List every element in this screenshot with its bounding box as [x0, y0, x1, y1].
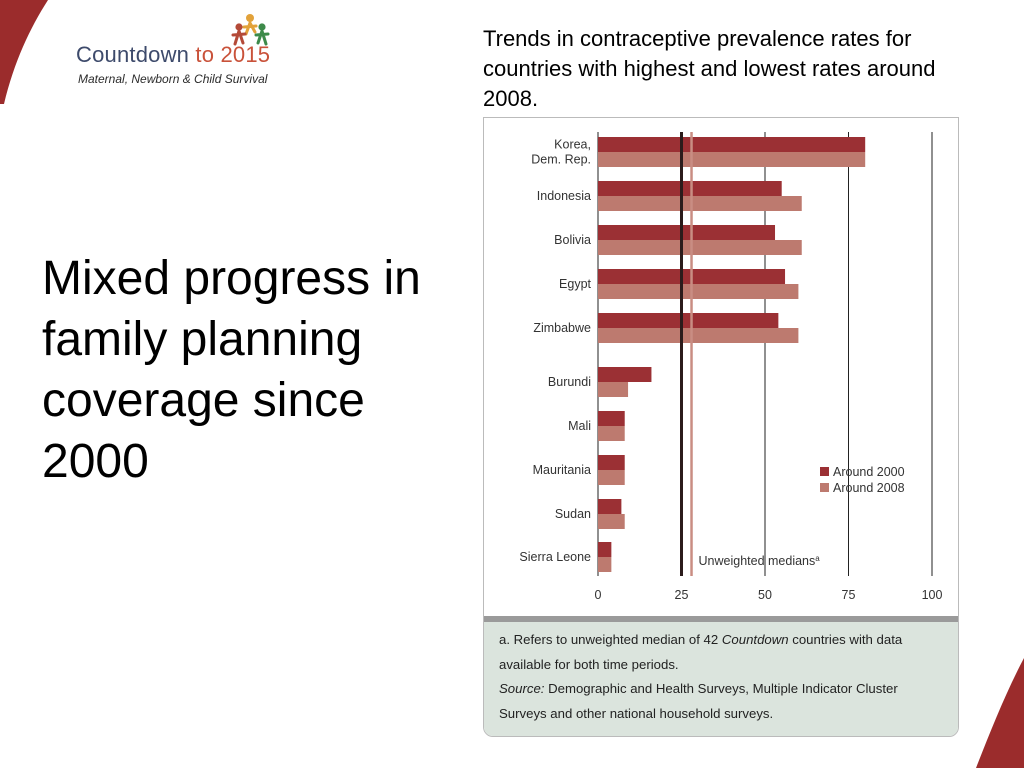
bar	[598, 499, 622, 514]
slide-title: Mixed progress in family planning covera…	[42, 252, 421, 488]
legend-label: Around 2000	[833, 465, 905, 479]
category-label: Sudan	[555, 507, 591, 521]
x-tick-label: 25	[675, 588, 689, 602]
bar	[598, 426, 625, 441]
chart-panel: Korea, Dem. Rep. Indonesia Bolivia Egypt Zimb…	[483, 117, 959, 737]
logo-wordmark: Countdown to 2015	[76, 42, 271, 67]
category-label: Zimbabwe	[533, 321, 591, 335]
chart-notes: a. Refers to unweighted median of 42 Cou…	[484, 616, 958, 736]
source-note: Source: Demographic and Health Surveys, …	[499, 681, 898, 721]
people-figures-icon	[231, 14, 270, 46]
category-label: Dem. Rep.	[531, 153, 591, 167]
category-label: Burundi	[548, 375, 591, 389]
category-label: Korea,	[554, 138, 591, 152]
logo-tagline: Maternal, Newborn & Child Survival	[78, 72, 268, 86]
median-label: Unweighted mediansa	[699, 554, 821, 569]
bar-chart: Korea,Dem. Rep. Indonesia Bolivia Egypt Zimb…	[519, 132, 943, 602]
countdown-logo: Countdown to 2015 Maternal, Newborn & Ch…	[76, 12, 336, 92]
bar	[598, 137, 866, 152]
chart-heading: Trends in contraceptive prevalence rates…	[483, 26, 936, 111]
legend-label: Around 2008	[833, 481, 905, 495]
bar	[598, 152, 866, 167]
corner-decoration-bottom-right	[976, 658, 1024, 768]
bar	[598, 196, 802, 211]
category-label: Indonesia	[537, 189, 591, 203]
x-tick-label: 75	[842, 588, 856, 602]
category-label: Sierra Leone	[519, 550, 591, 564]
category-label: Bolivia	[554, 233, 591, 247]
x-tick-label: 100	[922, 588, 943, 602]
bar	[598, 313, 779, 328]
bar	[598, 284, 799, 299]
bar	[598, 367, 652, 382]
category-label: Mauritania	[533, 463, 591, 477]
footnote: a. Refers to unweighted median of 42 Cou…	[499, 632, 903, 672]
bar	[598, 514, 625, 529]
category-label: Mali	[568, 419, 591, 433]
bar	[598, 411, 625, 426]
legend-swatch	[820, 483, 829, 492]
bar	[598, 181, 782, 196]
bar	[598, 542, 612, 557]
bar	[598, 470, 625, 485]
bar	[598, 455, 625, 470]
category-label: Egypt	[559, 277, 591, 291]
x-tick-label: 50	[758, 588, 772, 602]
bar	[598, 225, 776, 240]
x-tick-label: 0	[595, 588, 602, 602]
bar	[598, 240, 802, 255]
corner-decoration-top-left	[0, 0, 48, 104]
bar	[598, 328, 799, 343]
bar	[598, 557, 612, 572]
legend-swatch	[820, 467, 829, 476]
bar	[598, 382, 629, 397]
